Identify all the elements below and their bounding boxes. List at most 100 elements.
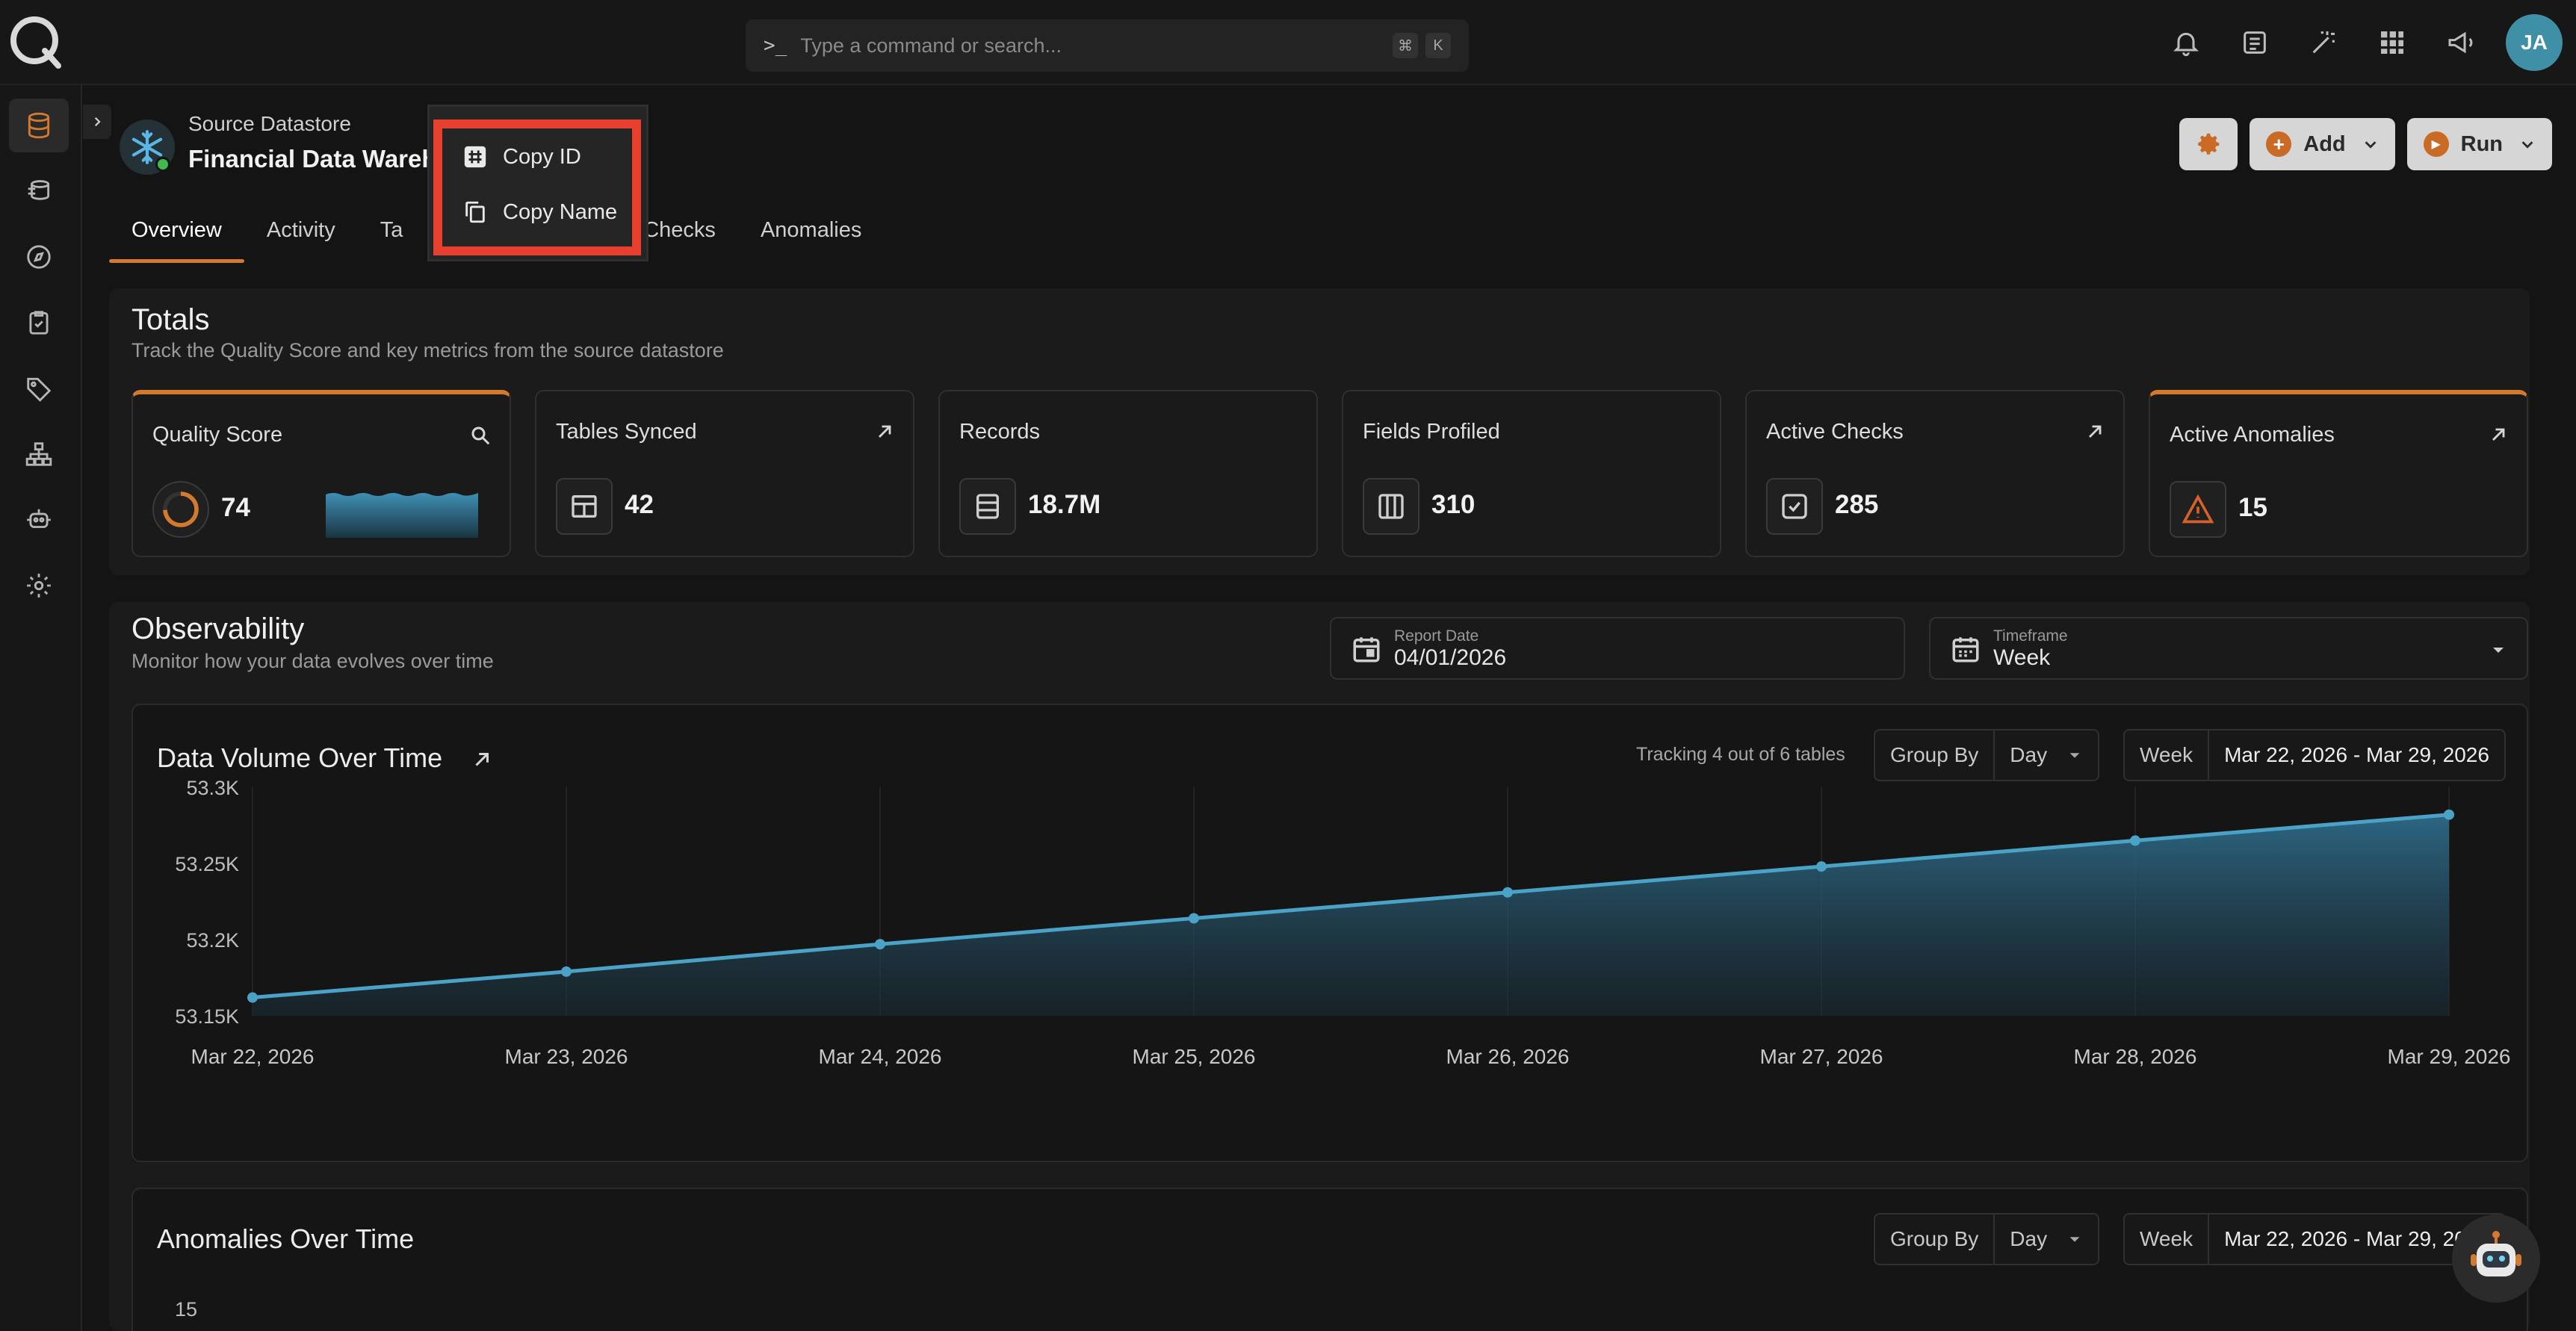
quality-score-card[interactable]: Quality Score 74 — [131, 390, 511, 557]
megaphone-icon[interactable] — [2427, 8, 2495, 77]
arrow-up-right-icon[interactable] — [2084, 421, 2105, 442]
report-date-field[interactable]: Report Date 04/01/2026 — [1330, 617, 1905, 680]
active-anomalies-card[interactable]: Active Anomalies 15 — [2149, 390, 2528, 557]
x-tick-label: Mar 28, 2026 — [2074, 1045, 2197, 1068]
bell-icon[interactable] — [2152, 8, 2220, 77]
app-logo[interactable] — [7, 13, 64, 70]
tracking-text: Tracking 4 out of 6 tables — [1636, 744, 1845, 765]
timeframe-select[interactable]: Timeframe Week — [1929, 617, 2528, 680]
caret-down-icon — [2069, 753, 2080, 758]
group-by-value: Day — [2010, 743, 2048, 766]
run-button[interactable]: ▶ Run — [2406, 118, 2552, 170]
robot-icon[interactable] — [9, 493, 69, 547]
magic-wand-icon[interactable] — [2289, 8, 2358, 77]
copy-name-menu-item[interactable]: Copy Name — [462, 199, 617, 225]
date-range-picker[interactable]: Week Mar 22, 2026 - Mar 29, 20 — [2123, 1213, 2506, 1265]
report-date-value: 04/01/2026 — [1394, 645, 1507, 670]
tab-checks[interactable]: Checks — [643, 218, 716, 242]
active-checks-card[interactable]: Active Checks 285 — [1745, 390, 2125, 557]
data-point — [1502, 887, 1513, 898]
checklist-icon[interactable] — [9, 296, 69, 350]
range-label: Week — [2140, 743, 2193, 766]
arrow-up-right-icon[interactable] — [471, 748, 493, 771]
tab-anomalies[interactable]: Anomalies — [760, 218, 862, 242]
volume-area — [253, 814, 2449, 1016]
x-tick-label: Mar 27, 2026 — [1760, 1045, 1883, 1068]
plus-icon: + — [2266, 131, 2292, 157]
datastore-kind: Source Datastore — [188, 112, 351, 135]
command-search-placeholder: Type a command or search... — [800, 34, 1062, 57]
x-tick-label: Mar 25, 2026 — [1133, 1045, 1256, 1068]
data-point — [247, 992, 258, 1003]
date-range-picker[interactable]: Week Mar 22, 2026 - Mar 29, 2026 — [2123, 729, 2506, 781]
user-avatar[interactable]: JA — [2506, 14, 2563, 71]
card-label: Active Anomalies — [2170, 423, 2335, 447]
group-by-select[interactable]: Group By Day — [1874, 729, 2099, 781]
command-search[interactable]: >_ Type a command or search... ⌘ K — [746, 19, 1469, 72]
robot-icon — [2471, 1231, 2521, 1276]
copy-name-label: Copy Name — [503, 199, 618, 224]
card-value: 285 — [1835, 490, 1879, 519]
data-volume-chart: 53.3K 53.25K 53.2K 53.15K Mar 22, 2026 Mar 23… — [175, 780, 2511, 1068]
apps-grid-icon[interactable] — [2358, 8, 2427, 77]
hierarchy-icon[interactable] — [9, 427, 69, 481]
datastores-icon[interactable] — [9, 99, 69, 152]
card-label: Active Checks — [1766, 420, 1904, 444]
card-value: 18.7M — [1028, 490, 1101, 519]
card-label: Quality Score — [152, 423, 283, 447]
y-tick-label: 53.2K — [186, 929, 239, 952]
assistant-robot-button[interactable] — [2452, 1214, 2540, 1303]
check-square-icon — [1766, 478, 1823, 535]
anomalies-title: Anomalies Over Time — [157, 1223, 415, 1254]
range-label: Week — [2140, 1227, 2193, 1250]
copy-id-menu-item[interactable]: Copy ID — [462, 144, 581, 170]
copy-icon — [465, 201, 485, 223]
card-label: Records — [959, 420, 1040, 444]
arrow-up-right-icon[interactable] — [2488, 424, 2509, 445]
play-icon: ▶ — [2423, 131, 2449, 157]
chevron-down-icon — [2365, 141, 2377, 149]
sidebar — [0, 85, 82, 1331]
records-card: Records 18.7M — [938, 390, 1318, 557]
explore-compass-icon[interactable] — [9, 230, 69, 284]
group-by-value: Day — [2010, 1227, 2048, 1250]
anomalies-y-tick: 15 — [175, 1298, 198, 1321]
calendar-icon — [1353, 637, 1380, 663]
x-tick-label: Mar 29, 2026 — [2388, 1045, 2511, 1068]
data-point — [1189, 913, 1199, 924]
databases-icon[interactable] — [9, 164, 69, 218]
totals-subtitle: Track the Quality Score and key metrics … — [131, 339, 724, 362]
x-tick-label: Mar 24, 2026 — [819, 1045, 942, 1068]
timeframe-label: Timeframe — [1993, 627, 2068, 645]
records-icon — [959, 478, 1016, 535]
range-value: Mar 22, 2026 - Mar 29, 2026 — [2208, 730, 2504, 780]
notes-icon[interactable] — [2220, 8, 2289, 77]
data-point — [2130, 835, 2140, 846]
search-icon[interactable] — [469, 424, 492, 447]
arrow-up-right-icon[interactable] — [874, 421, 895, 442]
shortcut-key-cmd: ⌘ — [1393, 33, 1418, 58]
add-button[interactable]: + Add — [2250, 118, 2395, 170]
sidebar-expand-button[interactable] — [83, 105, 111, 139]
datastore-name-menu: Copy ID Copy Name — [427, 105, 648, 261]
card-value: 15 — [2238, 493, 2267, 522]
datastore-settings-button[interactable] — [2179, 118, 2238, 170]
card-label: Fields Profiled — [1363, 420, 1500, 444]
tables-synced-card[interactable]: Tables Synced 42 — [535, 390, 914, 557]
tab-tables[interactable]: Ta — [380, 218, 403, 242]
timeframe-value: Week — [1993, 645, 2051, 670]
warning-icon — [2170, 481, 2226, 538]
data-point — [561, 966, 572, 977]
gear-icon — [2198, 133, 2220, 155]
datastore-name[interactable]: Financial Data Wareho — [188, 145, 452, 173]
terminal-icon: >_ — [764, 34, 787, 57]
fields-profiled-card: Fields Profiled 310 — [1342, 390, 1721, 557]
group-by-select[interactable]: Group By Day — [1874, 1213, 2099, 1265]
tab-overview[interactable]: Overview — [109, 202, 244, 263]
settings-icon[interactable] — [9, 559, 69, 612]
tags-icon[interactable] — [9, 362, 69, 415]
quality-sparkline — [326, 493, 478, 538]
shortcut-key-k: K — [1425, 33, 1451, 58]
tab-activity[interactable]: Activity — [266, 218, 335, 242]
connection-status-dot — [155, 157, 170, 172]
